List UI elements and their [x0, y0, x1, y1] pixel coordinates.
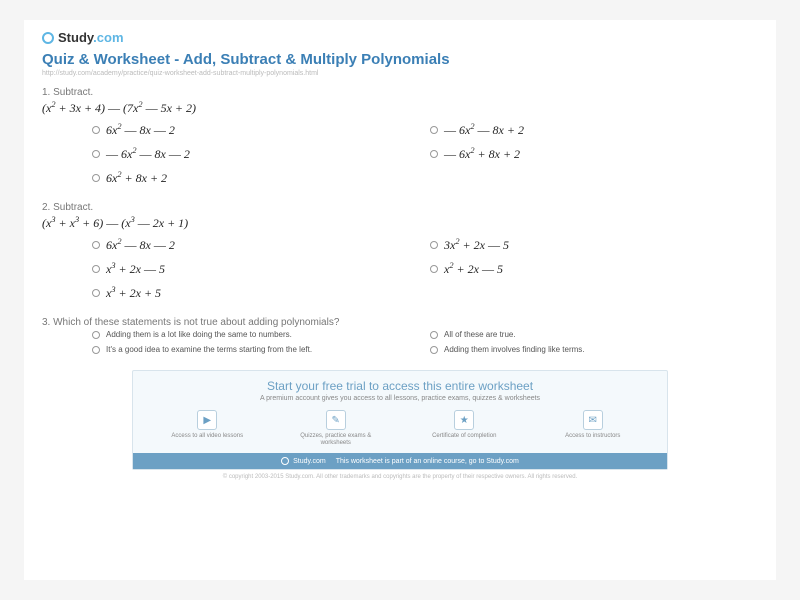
logo-icon — [281, 457, 289, 465]
q3-options: Adding them is a lot like doing the same… — [42, 330, 758, 354]
q2-opt-e[interactable]: x3 + 2x + 5 — [92, 285, 420, 301]
q1-opt-c[interactable]: — 6x2 — 8x — 2 — [92, 146, 420, 162]
mail-icon: ✉ — [583, 410, 603, 430]
promo-item-certificate: ★Certificate of completion — [424, 410, 504, 447]
promo-panel: Start your free trial to access this ent… — [132, 370, 668, 470]
radio-icon — [430, 331, 438, 339]
q1-expression: (x2 + 3x + 4) — (7x2 — 5x + 2) — [42, 100, 758, 116]
play-icon: ▶ — [197, 410, 217, 430]
radio-icon — [430, 150, 438, 158]
q3-opt-a[interactable]: Adding them is a lot like doing the same… — [92, 330, 420, 339]
q1-opt-a[interactable]: 6x2 — 8x — 2 — [92, 122, 420, 138]
radio-icon — [430, 241, 438, 249]
radio-icon — [430, 346, 438, 354]
promo-item-videos: ▶Access to all video lessons — [167, 410, 247, 447]
q3-opt-d[interactable]: Adding them involves finding like terms. — [430, 345, 758, 354]
logo-text: Study.com — [58, 30, 124, 45]
q3-prompt: 3. Which of these statements is not true… — [42, 317, 758, 328]
promo-features: ▶Access to all video lessons ✎Quizzes, p… — [143, 410, 657, 447]
q2-opt-d[interactable]: x2 + 2x — 5 — [430, 261, 758, 277]
q1-prompt: 1. Subtract. — [42, 87, 758, 98]
promo-item-instructors: ✉Access to instructors — [553, 410, 633, 447]
copyright-text: © copyright 2003-2015 Study.com. All oth… — [42, 474, 758, 482]
promo-footer-bar[interactable]: Study.com This worksheet is part of an o… — [133, 453, 667, 469]
radio-icon — [92, 241, 100, 249]
radio-icon — [92, 126, 100, 134]
q1-opt-d[interactable]: — 6x2 + 8x + 2 — [430, 146, 758, 162]
radio-icon — [430, 265, 438, 273]
radio-icon — [92, 346, 100, 354]
q1-opt-b[interactable]: — 6x2 — 8x + 2 — [430, 122, 758, 138]
page-title: Quiz & Worksheet - Add, Subtract & Multi… — [42, 51, 758, 68]
q3-opt-c[interactable]: It's a good idea to examine the terms st… — [92, 345, 420, 354]
q1-opt-e[interactable]: 6x2 + 8x + 2 — [92, 170, 420, 186]
radio-icon — [92, 265, 100, 273]
logo-icon — [42, 32, 54, 44]
radio-icon — [92, 331, 100, 339]
promo-subtitle: A premium account gives you access to al… — [143, 395, 657, 402]
radio-icon — [430, 126, 438, 134]
source-url: http://study.com/academy/practice/quiz-w… — [42, 70, 758, 77]
q2-options: 6x2 — 8x — 2 3x2 + 2x — 5 x3 + 2x — 5 x2… — [42, 237, 758, 301]
q2-prompt: 2. Subtract. — [42, 202, 758, 213]
q1-options: 6x2 — 8x — 2 — 6x2 — 8x + 2 — 6x2 — 8x —… — [42, 122, 758, 186]
pencil-icon: ✎ — [326, 410, 346, 430]
q2-opt-b[interactable]: 3x2 + 2x — 5 — [430, 237, 758, 253]
radio-icon — [92, 289, 100, 297]
radio-icon — [92, 174, 100, 182]
q2-opt-c[interactable]: x3 + 2x — 5 — [92, 261, 420, 277]
q2-expression: (x3 + x3 + 6) — (x3 — 2x + 1) — [42, 215, 758, 231]
site-logo: Study.com — [42, 30, 758, 45]
q3-opt-b[interactable]: All of these are true. — [430, 330, 758, 339]
promo-title: Start your free trial to access this ent… — [143, 379, 657, 393]
worksheet-page: Study.com Quiz & Worksheet - Add, Subtra… — [24, 20, 776, 580]
radio-icon — [92, 150, 100, 158]
promo-item-quizzes: ✎Quizzes, practice exams & worksheets — [296, 410, 376, 447]
star-icon: ★ — [454, 410, 474, 430]
q2-opt-a[interactable]: 6x2 — 8x — 2 — [92, 237, 420, 253]
